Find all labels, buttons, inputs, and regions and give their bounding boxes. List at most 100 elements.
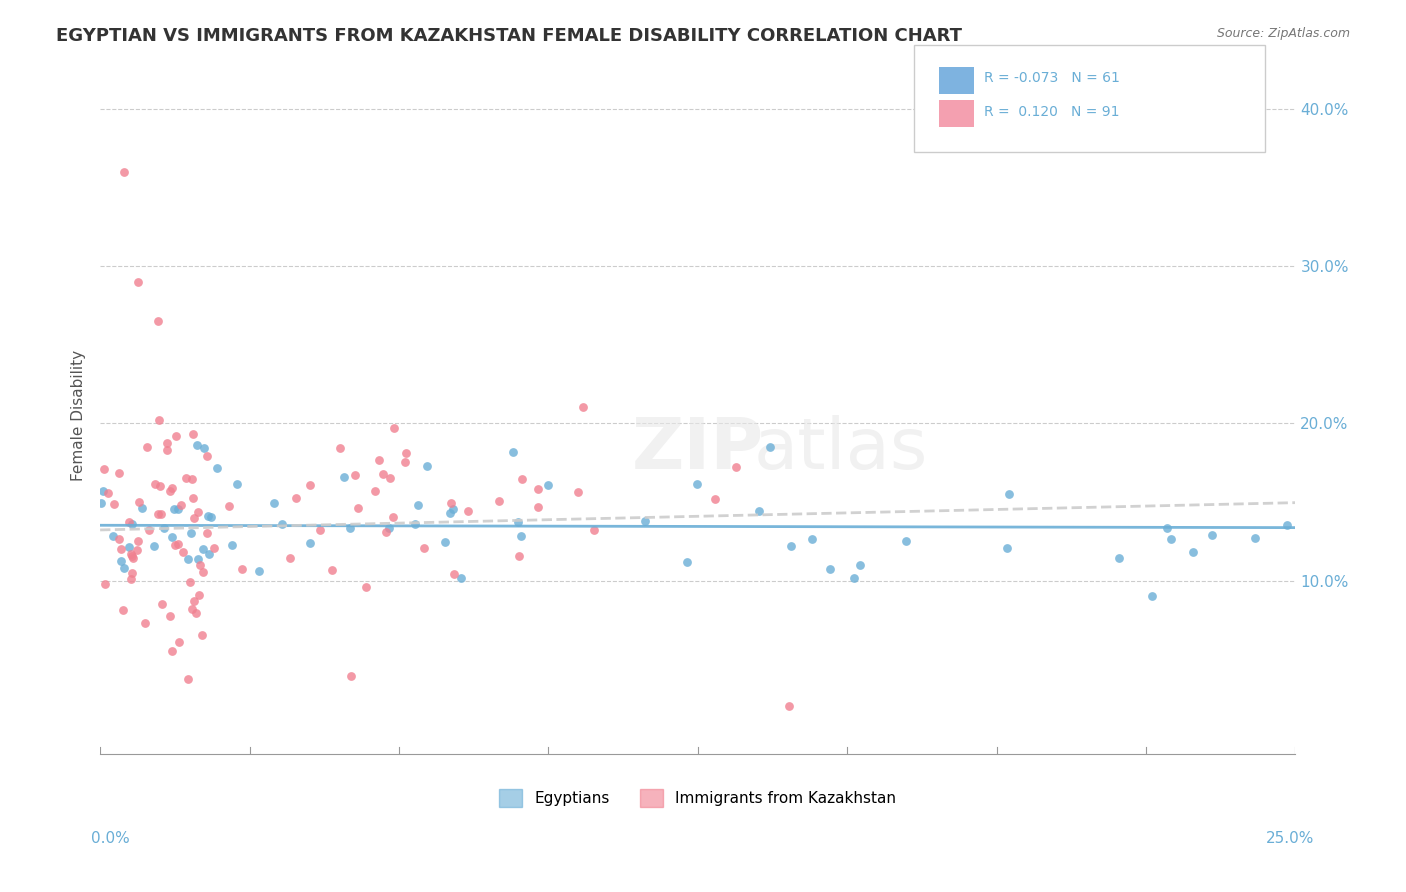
Point [186, 438, 208, 452]
Text: 0.0%: 0.0% [91, 831, 131, 846]
Point [121, 549, 143, 563]
Point [167, 501, 190, 516]
Point [127, 275, 149, 289]
Point [110, 542, 132, 557]
Point [112, 603, 135, 617]
Point [191, 541, 214, 556]
Point [181, 491, 204, 505]
Point [200, 510, 222, 524]
Point [1160, 532, 1182, 546]
Point [180, 525, 202, 540]
Point [849, 558, 872, 573]
Point [433, 535, 456, 549]
Point [413, 541, 436, 555]
Point [567, 484, 589, 499]
Point [340, 668, 363, 682]
Point [441, 502, 464, 516]
Point [347, 500, 370, 515]
Point [142, 539, 165, 553]
Point [160, 644, 183, 658]
Point [395, 446, 418, 460]
Point [110, 554, 132, 568]
Point [97, 486, 120, 500]
Point [704, 491, 727, 506]
Text: ZIP: ZIP [631, 415, 763, 483]
Text: 25.0%: 25.0% [1267, 831, 1315, 846]
Point [221, 538, 243, 552]
Point [148, 412, 170, 426]
Point [172, 544, 194, 558]
Point [384, 421, 406, 435]
Point [572, 400, 595, 414]
Point [190, 558, 212, 573]
Point [263, 496, 285, 510]
Point [146, 314, 169, 328]
Point [339, 521, 361, 535]
Point [177, 551, 200, 566]
Point [186, 606, 208, 620]
Point [218, 499, 240, 513]
Point [127, 534, 149, 549]
Point [91, 483, 114, 498]
Point [162, 502, 184, 516]
Point [183, 593, 205, 607]
Point [278, 551, 301, 566]
Point [159, 484, 181, 499]
Point [198, 547, 221, 561]
Point [404, 517, 426, 532]
Point [93, 462, 115, 476]
Point [416, 459, 439, 474]
Point [101, 529, 124, 543]
Point [108, 466, 131, 480]
Point [174, 471, 197, 485]
Point [440, 496, 463, 510]
Point [193, 441, 215, 455]
Point [179, 574, 201, 589]
Point [112, 165, 135, 179]
Point [187, 505, 209, 519]
Point [143, 477, 166, 491]
Point [156, 442, 179, 457]
Point [93, 577, 115, 591]
Point [136, 441, 159, 455]
Point [457, 503, 479, 517]
Point [333, 469, 356, 483]
Point [225, 477, 247, 491]
Point [748, 504, 770, 518]
Point [997, 487, 1019, 501]
Point [778, 699, 800, 714]
Point [187, 588, 209, 602]
Point [177, 672, 200, 686]
Text: R =  0.120   N = 91: R = 0.120 N = 91 [984, 104, 1119, 119]
Point [343, 467, 366, 482]
Point [167, 536, 190, 550]
Point [299, 478, 322, 492]
Point [1108, 550, 1130, 565]
Point [197, 526, 219, 541]
Point [450, 571, 472, 585]
Point [131, 500, 153, 515]
Point [510, 471, 533, 485]
Point [820, 562, 842, 576]
Point [842, 571, 865, 585]
Point [685, 476, 707, 491]
Point [1156, 521, 1178, 535]
Point [160, 530, 183, 544]
Point [181, 472, 204, 486]
Point [231, 562, 253, 576]
Point [160, 481, 183, 495]
Point [1140, 589, 1163, 603]
Point [506, 516, 529, 530]
Point [152, 521, 174, 535]
Point [202, 541, 225, 555]
Point [1244, 531, 1267, 545]
Legend: Egyptians, Immigrants from Kazakhstan: Egyptians, Immigrants from Kazakhstan [494, 782, 903, 814]
Point [382, 509, 405, 524]
Point [509, 528, 531, 542]
Point [121, 516, 143, 531]
Point [537, 478, 560, 492]
Point [90, 496, 112, 510]
Point [197, 509, 219, 524]
Point [800, 533, 823, 547]
Point [149, 479, 172, 493]
